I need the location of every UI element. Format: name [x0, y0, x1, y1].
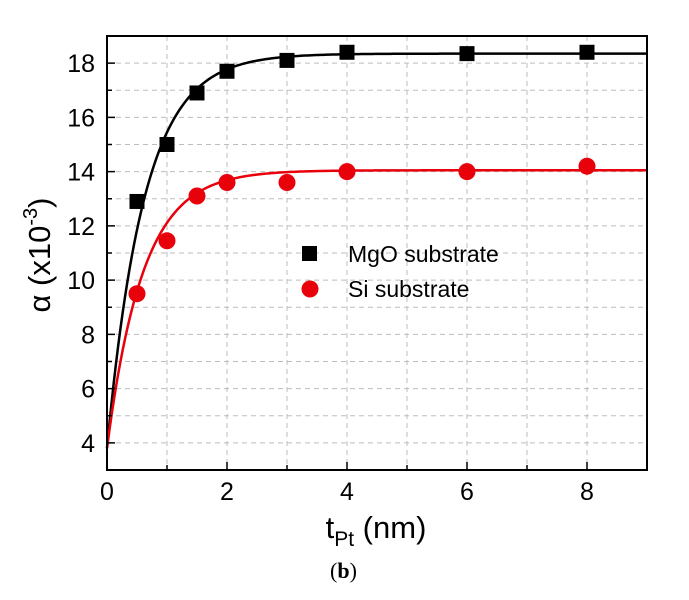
y-axis-title-main: α (x10: [22, 226, 57, 313]
legend-label-mgo: MgO substrate: [348, 241, 499, 267]
caption-letter: b: [337, 558, 349, 583]
data-point-si: [278, 173, 296, 191]
data-point-mgo: [579, 44, 595, 60]
data-point-mgo: [189, 85, 205, 101]
fit-curve-si: [105, 169, 647, 449]
y-tick-label: 18: [67, 50, 95, 78]
data-point-si: [128, 285, 146, 303]
x-tick-label: 0: [100, 478, 114, 506]
data-point-si: [218, 173, 236, 191]
x-tick-label: 4: [340, 478, 354, 506]
y-tick-label: 16: [67, 104, 95, 132]
y-tick-label: 6: [81, 376, 95, 404]
figure-caption: (b): [330, 558, 357, 583]
y-tick-label: 8: [81, 321, 95, 349]
x-tick-label: 6: [460, 478, 474, 506]
y-tick-label: 4: [81, 430, 95, 458]
data-point-si: [188, 187, 206, 205]
data-point-mgo: [129, 193, 145, 209]
x-tick-label: 8: [580, 478, 594, 506]
tick-labels: 0 2 4 6 8 4 6 8 10 12 14 16 18: [67, 50, 594, 506]
x-axis-title-unit: (nm): [354, 510, 426, 545]
legend: MgO substrate Si substrate: [301, 241, 499, 302]
y-axis-title-end: ): [22, 198, 57, 208]
caption-close: ): [350, 558, 357, 583]
data-point-si: [158, 232, 176, 250]
x-tick-label: 2: [220, 478, 234, 506]
y-axis-title: α (x10-3): [20, 198, 57, 313]
x-axis-title: tPt (nm): [326, 510, 427, 551]
x-axis-title-main: t: [326, 510, 335, 545]
x-axis-title-sub: Pt: [334, 528, 354, 551]
legend-marker-mgo: [302, 246, 317, 261]
axis-ticks: [106, 35, 648, 471]
data-markers: [128, 44, 596, 303]
data-point-mgo: [339, 44, 355, 60]
data-point-mgo: [459, 46, 475, 62]
caption-open: (: [330, 558, 337, 583]
y-axis-title-sup: -3: [20, 208, 42, 226]
y-tick-label: 10: [67, 267, 95, 295]
data-point-mgo: [219, 63, 235, 79]
data-point-mgo: [279, 52, 295, 68]
y-tick-label: 14: [67, 159, 95, 187]
legend-marker-si: [301, 280, 319, 298]
legend-label-si: Si substrate: [348, 276, 469, 302]
grid-lines: [107, 35, 647, 470]
data-point-mgo: [159, 137, 175, 152]
data-point-si: [458, 163, 476, 181]
y-tick-label: 12: [67, 213, 95, 241]
data-point-si: [578, 157, 596, 175]
data-point-si: [338, 163, 356, 181]
